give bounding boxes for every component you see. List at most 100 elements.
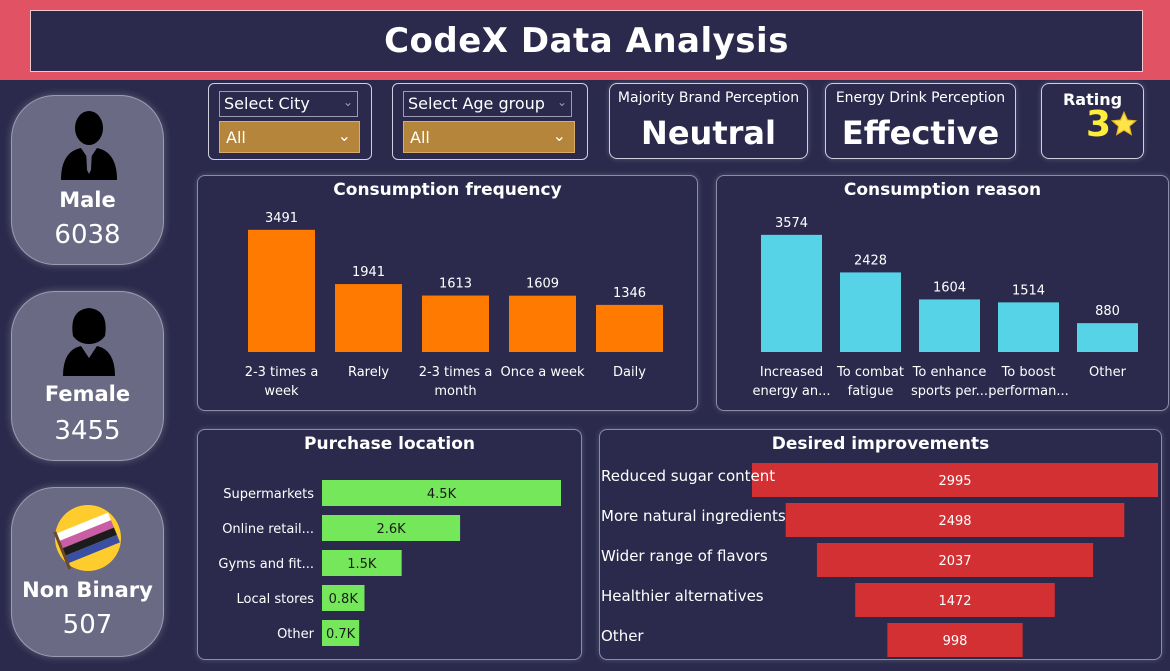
category-label: fatigue xyxy=(848,384,894,399)
data-label: 2995 xyxy=(938,474,971,489)
bar[interactable] xyxy=(919,299,980,352)
bar[interactable] xyxy=(1077,323,1138,352)
category-label: Other xyxy=(277,627,315,642)
category-label: Supermarkets xyxy=(223,487,314,502)
category-label: performan... xyxy=(988,384,1069,399)
bar[interactable] xyxy=(785,503,1125,537)
category-label: Rarely xyxy=(348,365,389,380)
bar[interactable] xyxy=(322,550,402,576)
consumption-frequency-panel: Consumption frequency 3491 2-3 times a wee… xyxy=(197,175,698,411)
consumption-frequency-chart: 3491 2-3 times a week 1941 Rarely 1613 2-3 tim… xyxy=(245,211,663,399)
data-label: 1604 xyxy=(933,280,966,295)
female-label: Female xyxy=(44,382,131,406)
nonbinary-label: Non Binary xyxy=(22,578,153,602)
data-label: 1613 xyxy=(439,277,472,292)
city-select[interactable]: All ⌄ xyxy=(219,121,360,153)
data-label: 1941 xyxy=(352,265,385,280)
brand-perception-label: Majority Brand Perception xyxy=(617,90,800,106)
category-label: Other xyxy=(1089,365,1127,380)
data-label: 1472 xyxy=(938,594,971,609)
bar[interactable] xyxy=(509,295,576,352)
consumption-reason-panel: Consumption reason 3574 Increased energy a… xyxy=(716,175,1169,411)
brand-perception-card: Majority Brand Perception Neutral xyxy=(609,83,808,159)
category-label: To combat xyxy=(836,365,904,380)
chevron-down-icon[interactable]: ⌄ xyxy=(337,126,351,145)
bar[interactable] xyxy=(855,583,1055,617)
data-label: 0.8K xyxy=(329,592,359,607)
category-label: Other xyxy=(601,627,644,645)
rating-value: 3 xyxy=(1086,104,1112,145)
category-label: 2-3 times a xyxy=(419,365,493,380)
nonbinary-card[interactable]: Non Binary 507 xyxy=(11,487,164,657)
category-label: To enhance xyxy=(912,365,987,380)
category-label: Online retail... xyxy=(222,522,314,537)
age-filter: Select Age group ⌄ All ⌄ xyxy=(392,83,588,160)
chevron-down-icon[interactable]: ⌄ xyxy=(342,95,353,109)
bar[interactable] xyxy=(840,272,901,352)
consumption-frequency-title: Consumption frequency xyxy=(333,180,562,200)
bar[interactable] xyxy=(248,229,315,352)
chevron-down-icon[interactable]: ⌄ xyxy=(552,126,566,145)
category-label: 2-3 times a xyxy=(245,365,319,380)
bar[interactable] xyxy=(752,463,1158,497)
data-label: 998 xyxy=(943,634,968,649)
bar[interactable] xyxy=(816,543,1094,577)
category-label: month xyxy=(434,384,476,399)
chevron-down-icon[interactable]: ⌄ xyxy=(556,95,567,109)
category-label: More natural ingredients xyxy=(601,507,786,525)
data-label: 0.7K xyxy=(326,627,356,642)
data-label: 1346 xyxy=(613,286,646,301)
age-filter-label-text: Select Age group xyxy=(408,94,545,113)
bar[interactable] xyxy=(998,302,1059,352)
city-select-value: All xyxy=(226,128,246,147)
male-label: Male xyxy=(59,188,116,212)
category-label: To boost xyxy=(1001,365,1056,380)
male-person-icon xyxy=(61,111,117,180)
data-label: 1.5K xyxy=(347,557,377,572)
bar[interactable] xyxy=(761,234,822,352)
page-title: CodeX Data Analysis xyxy=(384,21,789,61)
bar[interactable] xyxy=(322,585,365,611)
bar[interactable] xyxy=(596,304,663,352)
rating-label: Rating xyxy=(1062,90,1123,109)
data-label: 2498 xyxy=(938,514,971,529)
category-label: energy an... xyxy=(752,384,830,399)
category-label: Healthier alternatives xyxy=(601,587,764,605)
data-label: 1514 xyxy=(1012,283,1045,298)
bar[interactable] xyxy=(335,284,402,352)
bar[interactable] xyxy=(322,620,360,646)
female-person-icon xyxy=(63,308,115,376)
category-label: Wider range of flavors xyxy=(601,547,768,565)
rating-card: Rating 3 xyxy=(1041,83,1144,159)
city-filter: Select City ⌄ All ⌄ xyxy=(208,83,372,160)
category-label: Reduced sugar content xyxy=(601,467,775,485)
category-label: sports per... xyxy=(911,384,988,399)
age-select[interactable]: All ⌄ xyxy=(403,121,575,153)
nonbinary-count: 507 xyxy=(62,610,113,640)
male-card[interactable]: Male 6038 xyxy=(11,95,164,265)
purchase-location-panel: Purchase location Supermarkets 4.5K Online… xyxy=(197,429,582,660)
bar[interactable] xyxy=(322,480,561,506)
bar[interactable] xyxy=(422,295,489,352)
consumption-reason-title: Consumption reason xyxy=(843,180,1042,200)
data-label: 880 xyxy=(1095,304,1120,319)
desired-improvements-title: Desired improvements xyxy=(771,434,990,454)
female-card[interactable]: Female 3455 xyxy=(11,291,164,461)
drink-perception-label: Energy Drink Perception xyxy=(835,90,1006,106)
bar[interactable] xyxy=(887,623,1023,657)
purchase-location-title: Purchase location xyxy=(304,434,475,454)
data-label: 3574 xyxy=(775,216,808,231)
category-label: week xyxy=(264,384,299,399)
bar[interactable] xyxy=(322,515,461,541)
category-label: Gyms and fit... xyxy=(218,557,314,572)
desired-improvements-panel: Desired improvements Reduced sugar conte… xyxy=(599,429,1162,660)
consumption-reason-chart: 3574 Increased energy an... 2428 To combat fa… xyxy=(752,216,1138,399)
data-label: 3491 xyxy=(265,211,298,226)
purchase-location-chart: Supermarkets 4.5K Online retail... 2.6K Gyms… xyxy=(218,480,561,646)
female-count: 3455 xyxy=(54,416,121,446)
drink-perception-value: Effective xyxy=(841,114,1000,152)
category-label: Increased xyxy=(760,365,823,380)
category-label: Local stores xyxy=(237,592,315,607)
title-box: CodeX Data Analysis xyxy=(30,10,1143,72)
nonbinary-flag-icon xyxy=(53,505,121,571)
